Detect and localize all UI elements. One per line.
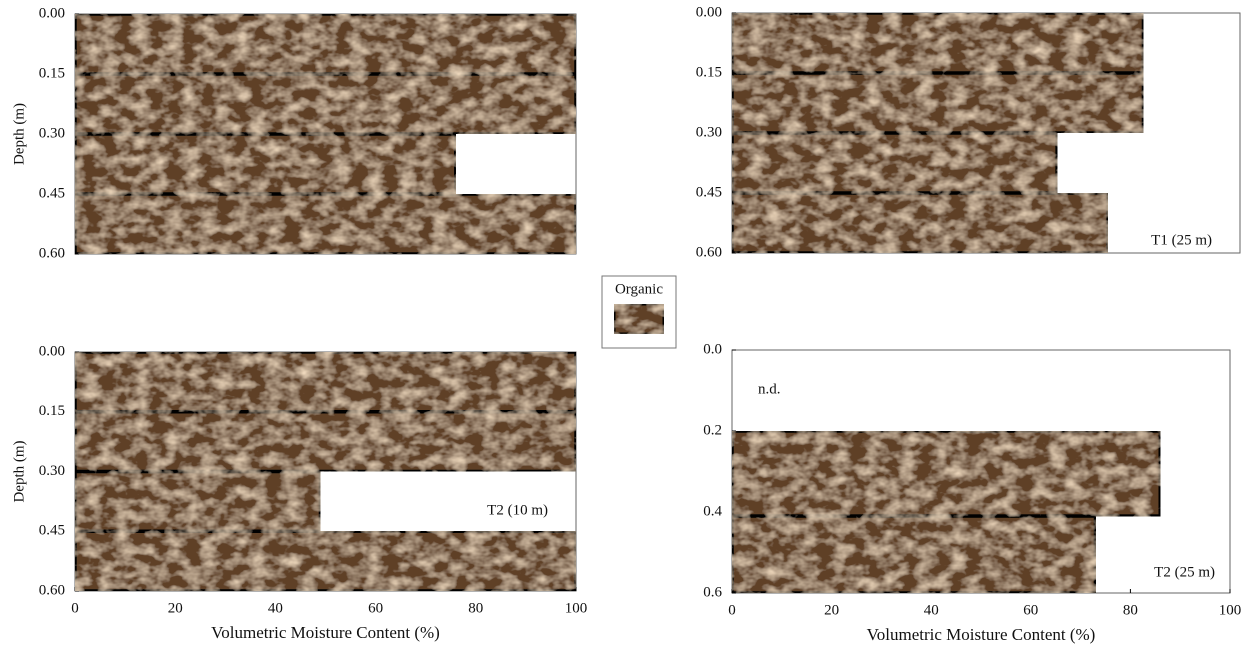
bar	[75, 134, 456, 194]
y-tick-label: 0.6	[703, 584, 722, 600]
x-tick-label: 60	[1023, 602, 1038, 618]
x-tick-label: 0	[728, 602, 736, 618]
legend-label: Organic	[615, 281, 663, 297]
y-tick-label: 0.45	[39, 523, 65, 539]
x-tick-label: 40	[924, 602, 939, 618]
bar	[732, 193, 1108, 253]
bar	[75, 194, 576, 254]
y-tick-label: 0.30	[696, 124, 722, 140]
bar	[75, 531, 576, 591]
bar	[75, 352, 576, 412]
bar	[732, 431, 1160, 516]
bar	[732, 516, 1096, 593]
y-axis-label: Depth (m)	[11, 440, 27, 502]
y-tick-label: 0.15	[39, 65, 65, 81]
y-tick-label: 0.60	[39, 582, 65, 598]
legend-swatch	[614, 304, 664, 334]
bar	[75, 412, 576, 472]
bar	[732, 73, 1143, 133]
figure: Organic 0.000.150.300.450.60Depth (m)0.0…	[0, 0, 1259, 655]
y-tick-label: 0.4	[703, 503, 722, 519]
bar	[732, 133, 1057, 193]
y-axis-label: Depth (m)	[11, 103, 27, 165]
y-tick-label: 0.0	[703, 341, 722, 357]
bar	[75, 74, 576, 134]
y-tick-label: 0.15	[39, 403, 65, 419]
y-tick-label: 0.30	[39, 463, 65, 479]
x-tick-label: 20	[168, 600, 183, 616]
y-tick-label: 0.15	[696, 64, 722, 80]
x-tick-label: 60	[368, 600, 383, 616]
panel-label: T2 (25 m)	[1154, 564, 1215, 580]
y-tick-label: 0.45	[39, 185, 65, 201]
x-tick-label: 40	[268, 600, 283, 616]
bar	[732, 13, 1143, 73]
x-axis-label: Volumetric Moisture Content (%)	[867, 625, 1096, 644]
x-tick-label: 100	[1219, 602, 1242, 618]
y-tick-label: 0.45	[696, 184, 722, 200]
x-tick-label: 80	[1123, 602, 1138, 618]
y-tick-label: 0.30	[39, 125, 65, 141]
x-tick-label: 100	[565, 600, 588, 616]
x-tick-label: 80	[468, 600, 483, 616]
y-tick-label: 0.2	[703, 422, 722, 438]
y-tick-label: 0.00	[696, 4, 722, 20]
x-axis-label: Volumetric Moisture Content (%)	[211, 623, 440, 642]
y-tick-label: 0.00	[39, 343, 65, 359]
x-tick-label: 0	[71, 600, 79, 616]
x-tick-label: 20	[824, 602, 839, 618]
y-tick-label: 0.60	[39, 245, 65, 261]
panel-label: T1 (25 m)	[1151, 232, 1212, 248]
panel-label: T2 (10 m)	[487, 502, 548, 518]
annotation: n.d.	[758, 381, 781, 397]
y-tick-label: 0.00	[39, 5, 65, 21]
bar	[75, 14, 576, 74]
bar	[75, 472, 320, 532]
y-tick-label: 0.60	[696, 244, 722, 260]
